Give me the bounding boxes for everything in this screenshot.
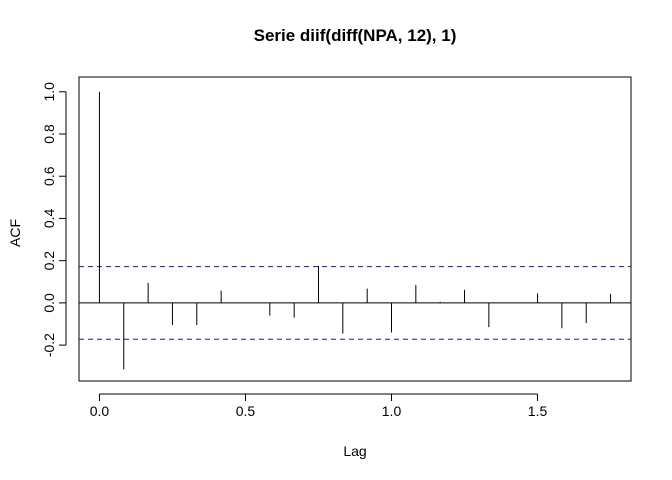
x-tick-label-3: 1.5: [528, 403, 548, 419]
y-axis-label: ACF: [7, 219, 23, 247]
y-tick-label-6: 1.0: [41, 82, 57, 102]
y-tick-label-4: 0.6: [41, 166, 57, 186]
reference-lines: [79, 266, 631, 340]
y-tick-label-0: -0.2: [41, 333, 57, 357]
y-tick-label-2: 0.2: [41, 251, 57, 271]
y-tick-label-3: 0.4: [41, 209, 57, 229]
y-tick-label-1: 0.0: [41, 293, 57, 313]
y-axis: -0.2 0.0 0.2 0.4 0.6 0.8 1.0: [41, 82, 67, 357]
x-tick-label-0: 0.0: [90, 403, 110, 419]
chart-title: Serie diif(diff(NPA, 12), 1): [254, 26, 457, 45]
y-tick-label-5: 0.8: [41, 124, 57, 144]
x-axis: 0.0 0.5 1.0 1.5: [90, 393, 548, 419]
x-axis-label: Lag: [343, 443, 366, 459]
x-tick-label-1: 0.5: [236, 403, 256, 419]
x-tick-label-2: 1.0: [382, 403, 402, 419]
acf-bars: [98, 91, 612, 370]
plot-area: 0.0 0.5 1.0 1.5 -0.2 0.0 0.2 0.4 0.6 0.8 1.0: [41, 76, 632, 419]
plot-frame: [78, 76, 632, 382]
